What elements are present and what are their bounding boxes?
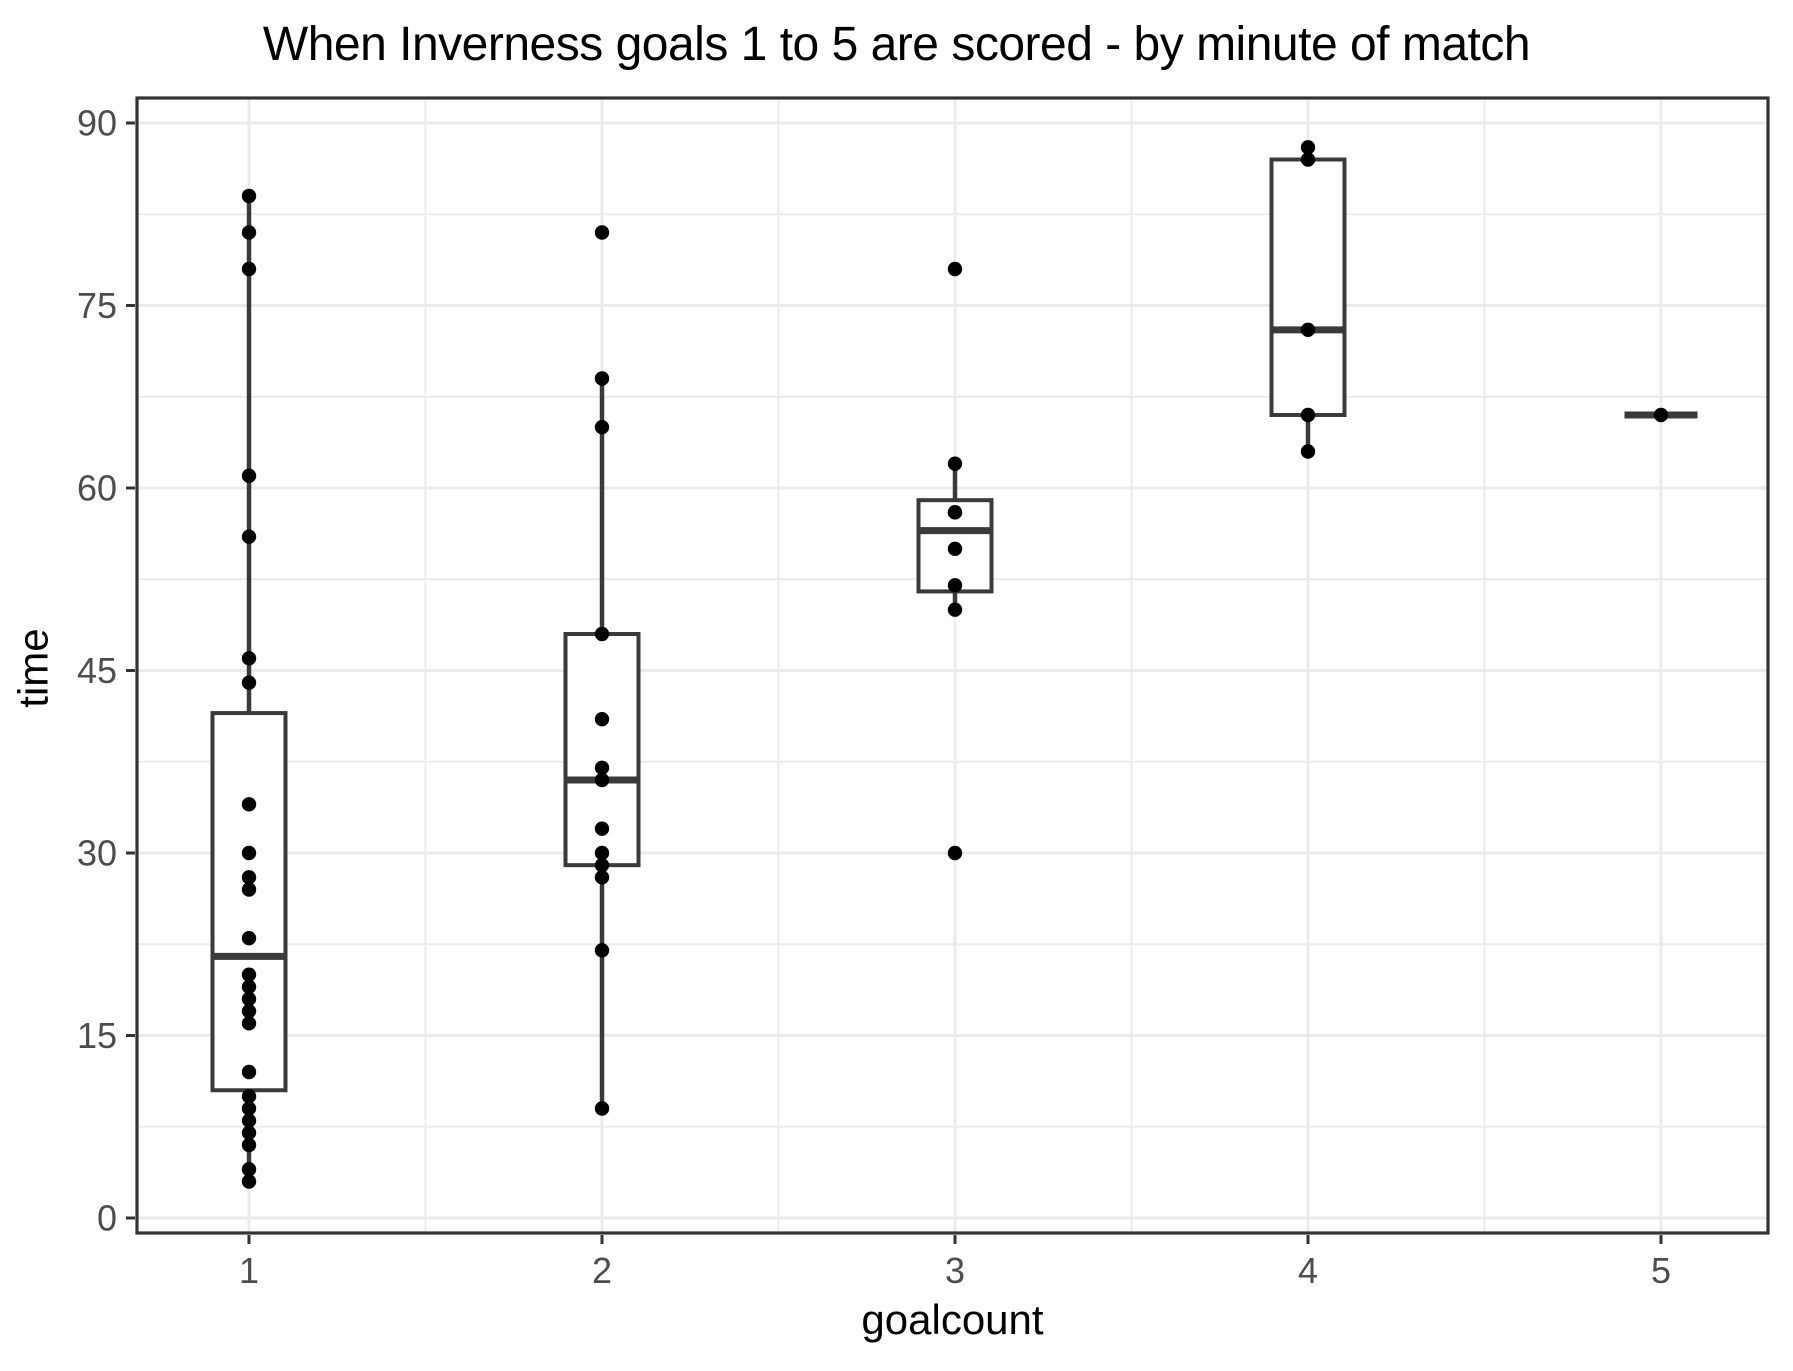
y-tick-label: 15 [77,1015,117,1056]
data-point [241,225,257,240]
data-point [1300,152,1316,167]
plot-title: When Inverness goals 1 to 5 are scored -… [262,18,1531,71]
data-point [594,772,610,788]
data-point [594,845,610,861]
data-point [241,979,257,995]
y-tick-label: 90 [77,103,117,144]
panel-border [135,96,1770,1235]
data-point [241,1125,257,1141]
data-point [1300,407,1316,423]
data-point [594,870,610,885]
x-tick-label: 2 [592,1250,612,1291]
data-point [241,1064,257,1080]
data-point [1653,407,1669,423]
data-point [241,882,257,897]
data-point [241,1016,257,1031]
data-point [947,261,963,277]
data-point [241,1101,257,1116]
data-point [241,1162,257,1177]
data-point [241,870,257,885]
data-point [1300,140,1316,155]
data-point [241,1137,257,1153]
data-point [241,991,257,1007]
data-point [594,760,610,776]
data-point [1300,322,1316,338]
data-point [241,930,257,946]
x-tick-label: 3 [945,1250,965,1291]
y-tick-label: 75 [77,285,117,326]
y-tick-label: 60 [77,468,117,509]
data-point [594,711,610,727]
data-point [947,602,963,617]
box [210,711,288,1093]
data-point [241,1113,257,1128]
data-point [241,675,257,690]
data-point [241,468,257,484]
x-tick-label: 5 [1651,1250,1671,1291]
data-point [241,1003,257,1019]
data-point [241,261,257,277]
box [1269,157,1347,417]
data-point [241,967,257,982]
data-point [241,845,257,861]
data-point [594,943,610,958]
data-point [594,371,610,386]
data-point [241,1089,257,1104]
y-tick-label: 45 [77,650,117,691]
data-point [594,857,610,873]
x-tick-label: 4 [1298,1250,1318,1291]
panel-background [137,98,1768,1233]
data-point [947,505,963,520]
data-point [241,188,257,204]
data-point [241,1174,257,1189]
data-point [947,845,963,861]
data-point [594,626,610,642]
data-point [241,529,257,544]
data-point [947,456,963,471]
data-point [241,651,257,666]
x-tick-label: 1 [239,1250,259,1291]
x-axis-title: goalcount [861,1296,1044,1343]
data-point [947,578,963,593]
y-axis-title: time [9,628,57,708]
data-point [594,821,610,836]
y-tick-label: 0 [97,1198,117,1239]
data-point [241,797,257,812]
data-point [594,225,610,240]
data-point [1300,444,1316,459]
y-tick-label: 30 [77,833,117,874]
data-point [947,541,963,557]
data-point [594,1101,610,1116]
data-point [594,419,610,435]
